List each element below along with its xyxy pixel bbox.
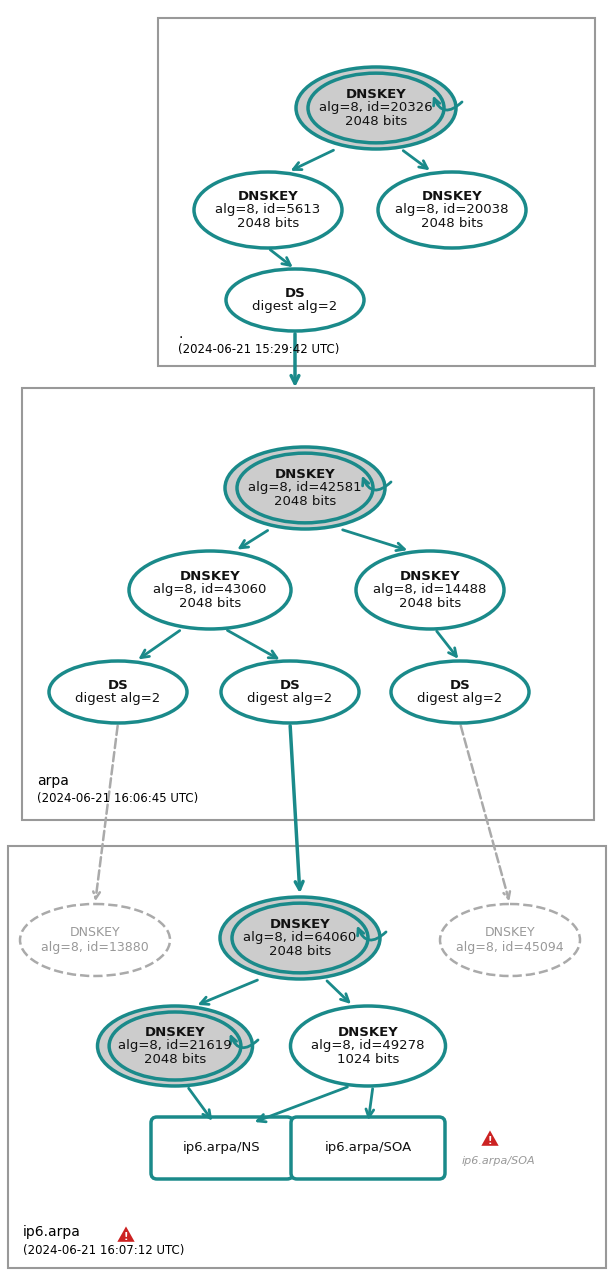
Text: DNSKEY
alg=8, id=13880: DNSKEY alg=8, id=13880 <box>41 926 149 954</box>
Text: alg=8, id=5613: alg=8, id=5613 <box>215 204 321 217</box>
Polygon shape <box>479 1128 500 1147</box>
Text: digest alg=2: digest alg=2 <box>253 300 338 313</box>
Ellipse shape <box>194 172 342 247</box>
Ellipse shape <box>356 551 504 629</box>
Text: DS: DS <box>108 678 128 691</box>
Text: alg=8, id=49278: alg=8, id=49278 <box>311 1040 425 1053</box>
Text: 1024 bits: 1024 bits <box>337 1054 399 1067</box>
Text: DS: DS <box>280 678 300 691</box>
Bar <box>8 846 606 1268</box>
Text: ip6.arpa/NS: ip6.arpa/NS <box>183 1141 261 1155</box>
Text: 2048 bits: 2048 bits <box>399 597 461 610</box>
Text: 2048 bits: 2048 bits <box>274 495 336 508</box>
Text: 2048 bits: 2048 bits <box>269 945 331 958</box>
Text: DNSKEY: DNSKEY <box>422 190 482 203</box>
Text: DNSKEY: DNSKEY <box>275 468 335 481</box>
Ellipse shape <box>220 897 380 979</box>
Ellipse shape <box>440 904 580 976</box>
Text: arpa: arpa <box>37 774 69 788</box>
Text: alg=8, id=21619: alg=8, id=21619 <box>118 1040 232 1053</box>
Text: DNSKEY: DNSKEY <box>270 918 330 931</box>
Text: DS: DS <box>449 678 470 691</box>
Text: digest alg=2: digest alg=2 <box>417 692 503 705</box>
Ellipse shape <box>97 1006 253 1086</box>
FancyBboxPatch shape <box>291 1117 445 1179</box>
Text: 2048 bits: 2048 bits <box>345 115 407 128</box>
Text: DNSKEY: DNSKEY <box>145 1026 205 1038</box>
Bar <box>22 388 594 820</box>
Text: alg=8, id=20038: alg=8, id=20038 <box>395 204 509 217</box>
Ellipse shape <box>226 269 364 331</box>
Ellipse shape <box>391 662 529 723</box>
Text: 2048 bits: 2048 bits <box>179 597 241 610</box>
Ellipse shape <box>20 904 170 976</box>
Text: DNSKEY: DNSKEY <box>180 569 240 583</box>
Text: (2024-06-21 15:29:42 UTC): (2024-06-21 15:29:42 UTC) <box>178 344 340 356</box>
Ellipse shape <box>221 662 359 723</box>
Ellipse shape <box>225 447 385 529</box>
Text: (2024-06-21 16:06:45 UTC): (2024-06-21 16:06:45 UTC) <box>37 792 198 805</box>
Text: alg=8, id=20326: alg=8, id=20326 <box>319 101 433 114</box>
Ellipse shape <box>296 67 456 149</box>
Text: 2048 bits: 2048 bits <box>421 217 483 231</box>
Text: alg=8, id=14488: alg=8, id=14488 <box>373 583 487 596</box>
Ellipse shape <box>49 662 187 723</box>
Ellipse shape <box>291 1006 446 1086</box>
Text: DNSKEY: DNSKEY <box>338 1026 398 1038</box>
Text: ip6.arpa/SOA: ip6.arpa/SOA <box>461 1156 535 1167</box>
Text: ip6.arpa: ip6.arpa <box>23 1226 81 1238</box>
Text: DNSKEY: DNSKEY <box>238 190 299 203</box>
Text: !: ! <box>488 1136 492 1146</box>
Text: alg=8, id=64060: alg=8, id=64060 <box>243 932 357 945</box>
FancyBboxPatch shape <box>151 1117 293 1179</box>
Polygon shape <box>116 1224 137 1242</box>
Text: ip6.arpa/SOA: ip6.arpa/SOA <box>324 1141 411 1155</box>
Text: .: . <box>178 327 183 341</box>
Text: DNSKEY: DNSKEY <box>346 87 406 101</box>
Text: digest alg=2: digest alg=2 <box>75 692 161 705</box>
Text: 2048 bits: 2048 bits <box>144 1054 206 1067</box>
Text: alg=8, id=42581: alg=8, id=42581 <box>248 482 362 495</box>
Text: DS: DS <box>284 287 305 300</box>
Text: digest alg=2: digest alg=2 <box>248 692 333 705</box>
Text: !: ! <box>124 1232 128 1242</box>
Ellipse shape <box>378 172 526 247</box>
Text: DNSKEY
alg=8, id=45094: DNSKEY alg=8, id=45094 <box>456 926 564 954</box>
Text: DNSKEY: DNSKEY <box>400 569 460 583</box>
Ellipse shape <box>129 551 291 629</box>
Bar <box>158 18 595 365</box>
Text: alg=8, id=43060: alg=8, id=43060 <box>153 583 267 596</box>
Text: 2048 bits: 2048 bits <box>237 217 299 231</box>
Text: (2024-06-21 16:07:12 UTC): (2024-06-21 16:07:12 UTC) <box>23 1244 185 1256</box>
